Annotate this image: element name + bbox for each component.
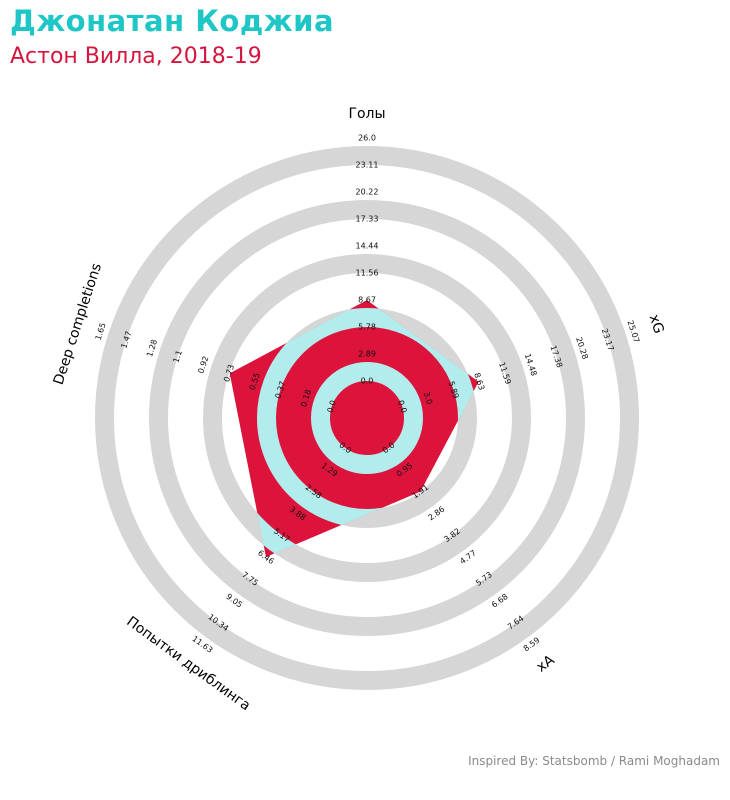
tick-label: 25.07	[625, 319, 641, 344]
tick-label: 1.65	[94, 322, 108, 342]
tick-label: 8.67	[358, 296, 376, 305]
credit-text: Inspired By: Statsbomb / Rami Moghadam	[468, 754, 720, 768]
gray-rings	[95, 146, 639, 690]
tick-label: 14.44	[356, 242, 379, 251]
tick-label: 20.22	[356, 188, 379, 197]
axis-label: xA	[534, 652, 558, 676]
tick-label: 5.78	[358, 323, 376, 332]
tick-label: 14.48	[523, 353, 539, 378]
gray-ring	[149, 200, 585, 636]
tick-label: 17.33	[356, 215, 379, 224]
gray-ring	[203, 254, 531, 582]
tick-label: 1.28	[145, 338, 159, 358]
tick-label: 0.0	[361, 377, 374, 386]
tick-label: 0.92	[196, 355, 210, 375]
tick-label: 2.89	[358, 350, 376, 359]
gray-ring	[95, 146, 639, 690]
axis-label: Deep completions	[51, 261, 105, 386]
axis-label: Голы	[348, 106, 385, 122]
tick-label: 1.1	[171, 349, 183, 364]
tick-label: 0.0	[326, 399, 338, 414]
tick-label: 26.0	[358, 134, 376, 143]
tick-label: 23.11	[356, 161, 379, 170]
axis-label: Попытки дриблинга	[123, 614, 253, 714]
tick-label: 20.28	[574, 336, 590, 361]
cyan-ring	[311, 362, 423, 474]
axis-label: xG	[646, 313, 667, 336]
tick-label: 0.0	[396, 399, 408, 414]
tick-label: 3.0	[422, 391, 434, 406]
tick-label: 11.56	[356, 269, 379, 278]
chart-subtitle: Астон Вилла, 2018-19	[10, 44, 262, 69]
chart-title: Джонатан Коджиа	[10, 4, 335, 38]
